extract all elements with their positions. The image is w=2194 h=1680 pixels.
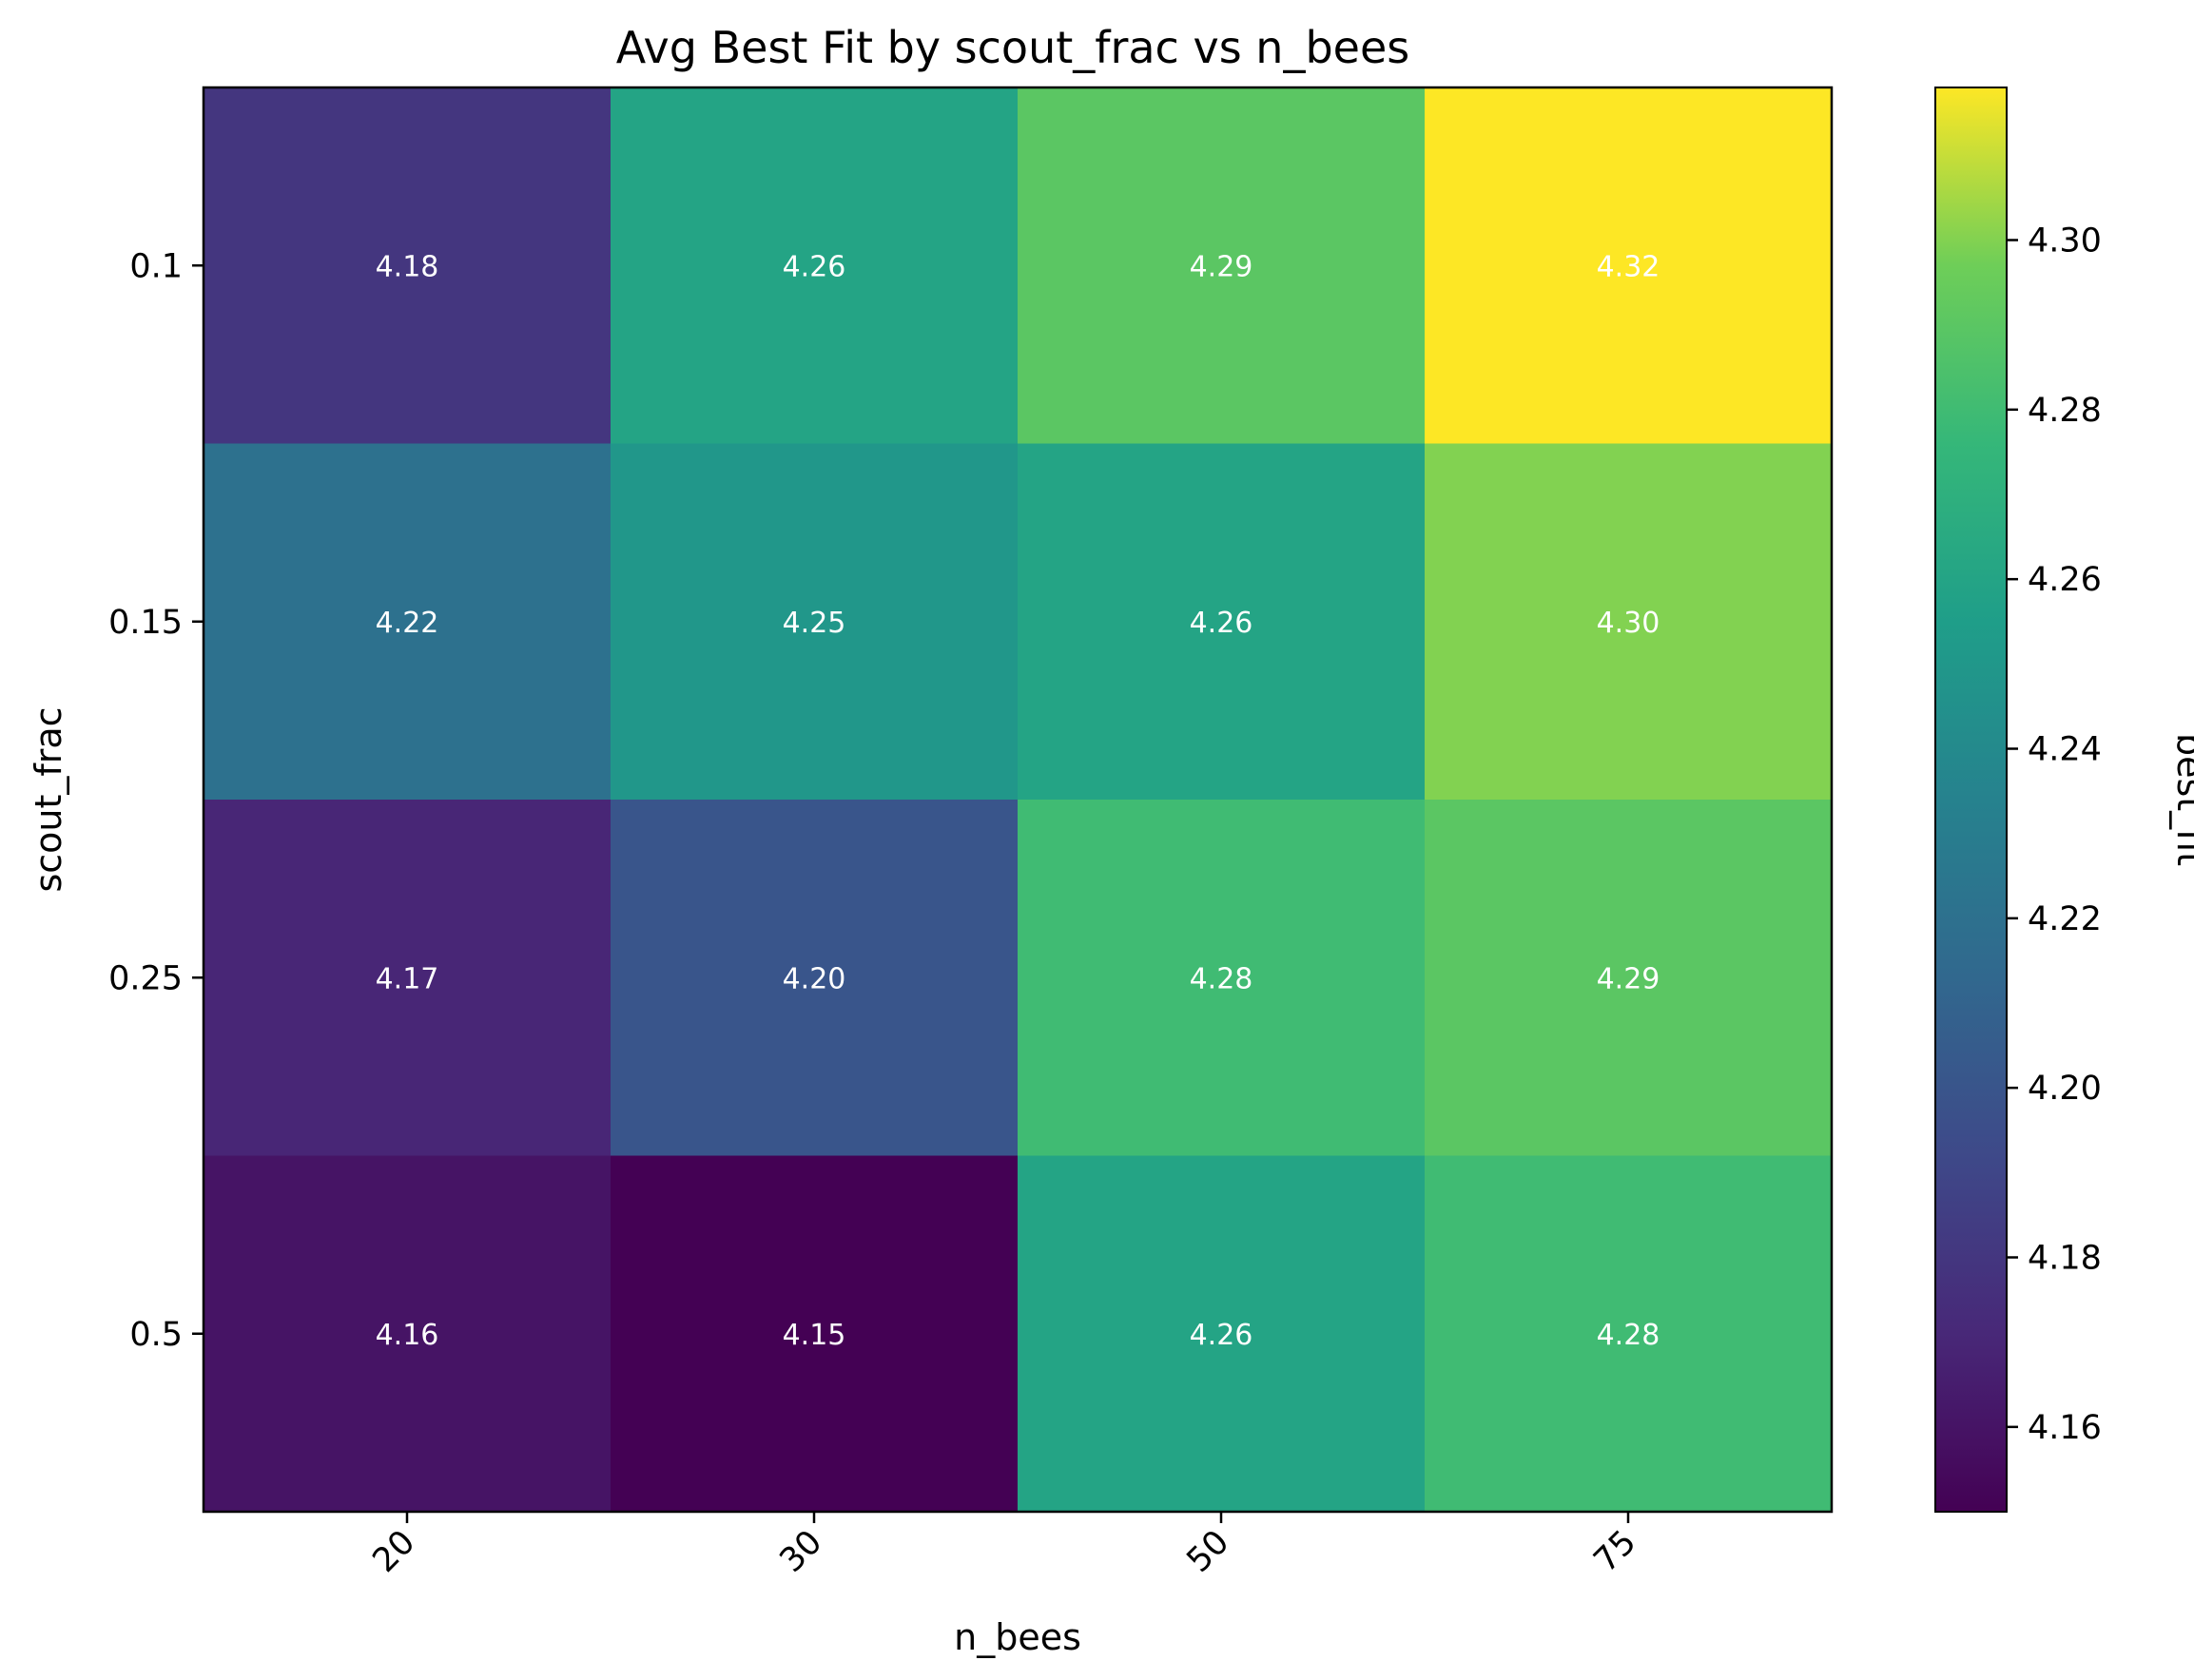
- heatmap-cell: [204, 1155, 612, 1513]
- heatmap-cell: [1018, 87, 1426, 445]
- plot-frame: [202, 86, 1834, 1514]
- heatmap-cell: [204, 443, 612, 801]
- colorbar-ticks: 4.16 4.18 4.20 4.22 4.24 4.26 4.28 4.30: [2007, 222, 2102, 1447]
- heatmap-cell: [611, 800, 1019, 1157]
- cell-value-label: 4.18: [376, 250, 439, 283]
- heatmap-cell: [611, 87, 1019, 445]
- heatmap-cell: [1018, 1155, 1426, 1513]
- heatmap-cells: 4.18 4.26 4.29 4.32 4.22 4.25 4.26 4.30 4.17 4.20…: [204, 87, 1833, 1513]
- cell-value-label: 4.20: [783, 962, 846, 995]
- x-axis-ticks: 20 30 50 75: [366, 1512, 1644, 1580]
- colorbar-tick-label: 4.20: [2028, 1070, 2102, 1108]
- colorbar-tick-label: 4.28: [2028, 392, 2102, 430]
- cell-value-label: 4.26: [783, 250, 846, 283]
- y-tick-label: 0.25: [108, 959, 183, 997]
- heatmap-cell: [1425, 800, 1833, 1157]
- cell-value-label: 4.26: [1190, 607, 1253, 640]
- chart-title: Avg Best Fit by scout_frac vs n_bees: [616, 22, 1409, 73]
- cell-value-label: 4.30: [1597, 607, 1660, 640]
- colorbar-tick-label: 4.30: [2028, 222, 2102, 261]
- heatmap-cell: [204, 87, 612, 445]
- cell-value-label: 4.28: [1597, 1319, 1660, 1352]
- heatmap-cell: [1425, 87, 1833, 445]
- colorbar-tick-label: 4.22: [2028, 900, 2102, 938]
- cell-value-label: 4.29: [1190, 250, 1253, 283]
- x-tick-label: 20: [366, 1523, 423, 1580]
- heatmap-cell: [1425, 443, 1833, 801]
- colorbar-tick-label: 4.26: [2028, 561, 2102, 599]
- cell-value-label: 4.28: [1190, 962, 1253, 995]
- x-axis-label: n_bees: [954, 1616, 1081, 1658]
- x-tick-label: 30: [773, 1523, 830, 1580]
- cell-value-label: 4.22: [376, 607, 439, 640]
- cell-value-label: 4.26: [1190, 1319, 1253, 1352]
- x-tick-label: 50: [1180, 1523, 1237, 1580]
- y-tick-label: 0.1: [129, 247, 183, 285]
- cell-value-label: 4.29: [1597, 962, 1660, 995]
- heatmap-cell: [1018, 800, 1426, 1157]
- y-axis-label: scout_frac: [28, 706, 69, 892]
- y-tick-label: 0.15: [108, 604, 183, 642]
- heatmap-cell: [204, 800, 612, 1157]
- heatmap-cell: [611, 443, 1019, 801]
- cell-value-label: 4.17: [376, 962, 439, 995]
- x-tick-label: 75: [1587, 1523, 1644, 1580]
- colorbar-tick-label: 4.18: [2028, 1240, 2102, 1278]
- cell-value-label: 4.15: [783, 1319, 846, 1352]
- colorbar: [1934, 87, 2008, 1513]
- heatmap-cell: [611, 1155, 1019, 1513]
- heatmap-cell: [1425, 1155, 1833, 1513]
- cell-value-label: 4.25: [783, 607, 846, 640]
- cell-value-label: 4.32: [1597, 250, 1660, 283]
- colorbar-label: best_fit: [2169, 733, 2194, 866]
- colorbar-tick-label: 4.24: [2028, 731, 2102, 769]
- heatmap-cell: [1018, 443, 1426, 801]
- y-tick-label: 0.5: [129, 1316, 183, 1354]
- colorbar-tick-label: 4.16: [2028, 1409, 2102, 1447]
- y-axis-ticks: 0.1 0.15 0.25 0.5: [108, 247, 204, 1354]
- cell-value-label: 4.16: [376, 1319, 439, 1352]
